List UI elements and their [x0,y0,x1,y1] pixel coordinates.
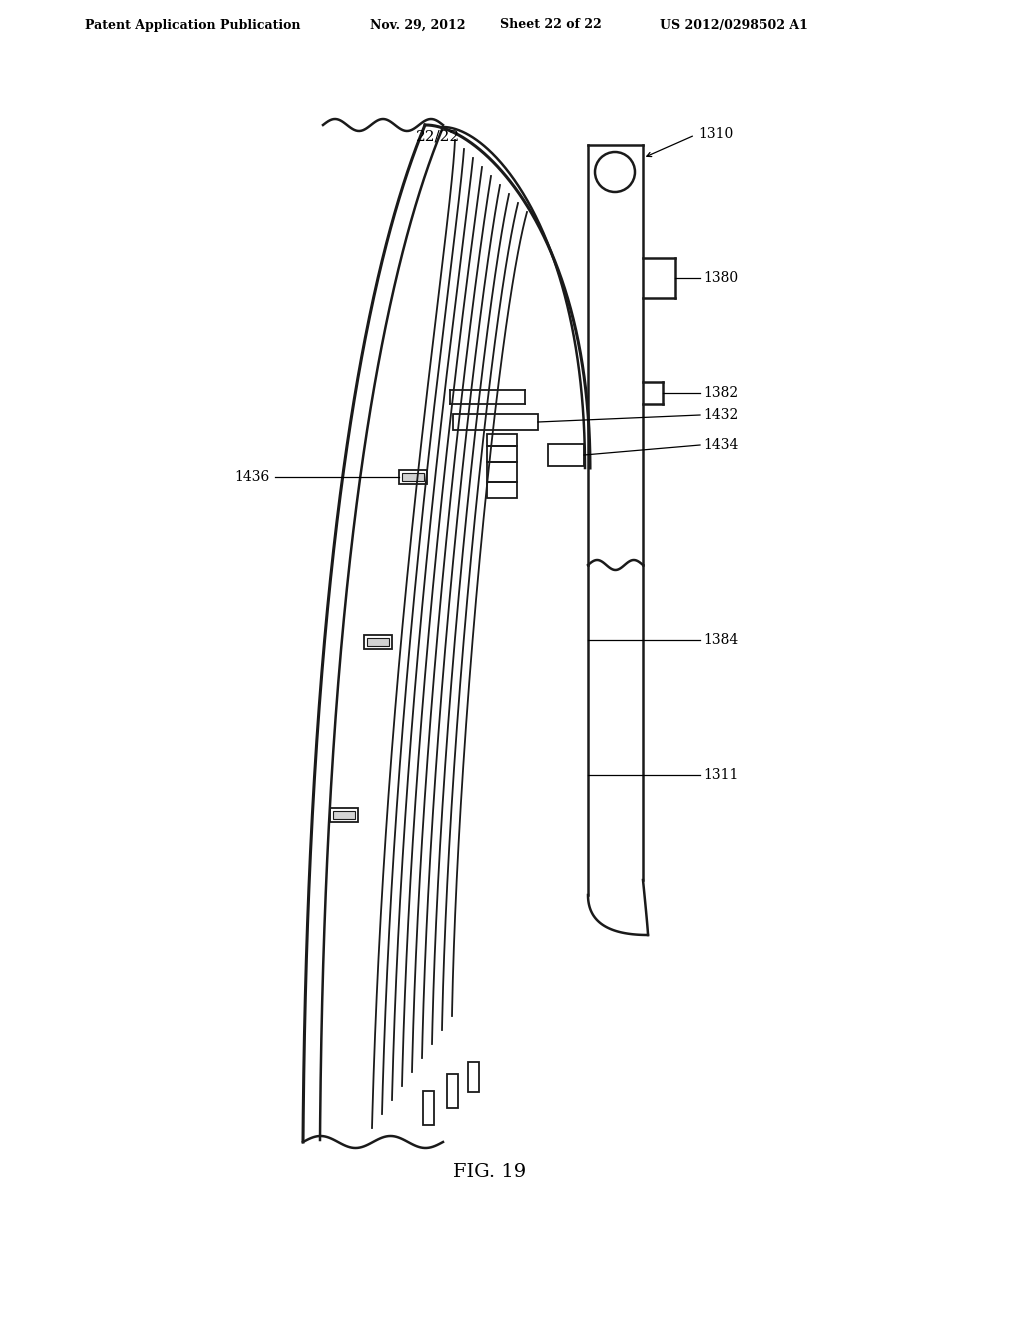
Bar [423,1092,434,1125]
Bar [453,414,538,430]
Bar [487,434,517,446]
Bar [330,808,358,822]
Text: 1436: 1436 [234,470,270,484]
Bar [447,1074,458,1107]
Bar [402,473,424,480]
Text: 22/22: 22/22 [416,129,460,144]
Text: Sheet 22 of 22: Sheet 22 of 22 [500,18,602,32]
Text: 1310: 1310 [698,127,733,141]
Text: 1380: 1380 [703,271,738,285]
Text: Patent Application Publication: Patent Application Publication [85,18,300,32]
Bar [399,470,427,484]
Text: 1434: 1434 [703,438,738,451]
Bar [468,1063,479,1092]
Text: 1432: 1432 [703,408,738,422]
Bar [487,446,517,462]
Text: Nov. 29, 2012: Nov. 29, 2012 [370,18,466,32]
Bar [333,810,355,818]
Bar [548,444,584,466]
Text: US 2012/0298502 A1: US 2012/0298502 A1 [660,18,808,32]
Bar [367,638,389,645]
Text: 1384: 1384 [703,634,738,647]
Bar [487,482,517,498]
Text: 1311: 1311 [703,768,738,781]
Bar [487,462,517,482]
Text: 1382: 1382 [703,385,738,400]
Text: FIG. 19: FIG. 19 [454,1163,526,1181]
Bar [364,635,392,649]
